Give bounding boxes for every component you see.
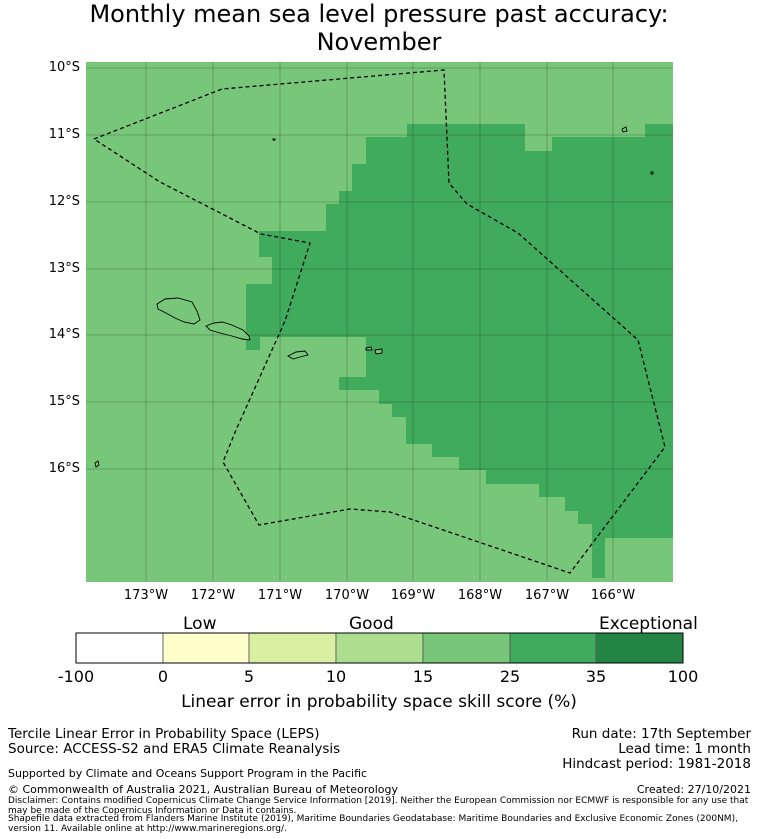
- lat-label-10s: 10°S: [48, 60, 80, 75]
- island-small-3: [94, 460, 100, 468]
- lon-label-171w: 171°W: [257, 588, 303, 603]
- hindcast-text: Hindcast period: 1981-2018: [562, 756, 751, 772]
- colorbar-tick: 15: [412, 667, 434, 686]
- lat-label-14s: 14°S: [48, 327, 80, 342]
- skill-region-25-35: [246, 124, 673, 578]
- colorbar-swatch-5: [422, 632, 511, 664]
- colorbar-swatch-3: [248, 632, 337, 664]
- colorbar-swatch-2: [162, 632, 250, 664]
- colorbar-swatch-6: [509, 632, 597, 664]
- lon-label-167w: 167°W: [524, 588, 570, 603]
- colorbar-swatch-7: [595, 632, 684, 664]
- colorbar-category-good: Good: [349, 614, 394, 634]
- colorbar: [75, 632, 684, 664]
- colorbar-tick: -100: [57, 667, 95, 686]
- colorbar-tick: 35: [585, 667, 607, 686]
- lat-label-13s: 13°S: [48, 261, 80, 276]
- lon-label-173w: 173°W: [123, 588, 169, 603]
- colorbar-tick: 25: [499, 667, 521, 686]
- lon-label-168w: 168°W: [457, 588, 503, 603]
- copyright-text: © Commonwealth of Australia 2021, Austra…: [8, 783, 398, 796]
- colorbar-category-exceptional: Exceptional: [599, 614, 698, 634]
- lat-label-11s: 11°S: [48, 127, 80, 142]
- lon-label-166w: 166°W: [590, 588, 636, 603]
- lon-label-169w: 169°W: [390, 588, 436, 603]
- colorbar-swatch-1: [75, 632, 164, 664]
- eez-boundary: [92, 69, 666, 574]
- run-date-text: Run date: 17th September: [571, 726, 751, 742]
- island-upolu: [205, 321, 251, 341]
- lat-label-15s: 15°S: [48, 394, 80, 409]
- lon-label-170w: 170°W: [324, 588, 370, 603]
- created-text: Created: 27/10/2021: [636, 783, 751, 796]
- chart-title: Monthly mean sea level pressure past acc…: [0, 0, 758, 56]
- gridlines: [86, 62, 673, 582]
- colorbar-tick: 0: [157, 667, 169, 686]
- lon-label-172w: 172°W: [190, 588, 236, 603]
- lat-label-12s: 12°S: [48, 194, 80, 209]
- island-small-2: [650, 171, 654, 175]
- colorbar-swatch-4: [335, 632, 424, 664]
- colorbar-tick: 10: [325, 667, 347, 686]
- island-swains: [621, 126, 628, 133]
- shapefile-credit-text: Shapefile data extracted from Flanders M…: [8, 814, 738, 834]
- colorbar-tick: 5: [243, 667, 255, 686]
- island-small-1: [272, 138, 276, 141]
- island-savaii: [156, 297, 201, 325]
- coastlines: [94, 126, 654, 468]
- method-text: Tercile Linear Error in Probability Spac…: [8, 726, 320, 742]
- colorbar-label: Linear error in probability space skill …: [181, 692, 577, 712]
- colorbar-tick: 100: [667, 667, 699, 686]
- lat-label-16s: 16°S: [48, 461, 80, 476]
- disclaimer-text: Disclaimer: Contains modified Copernicus…: [8, 796, 749, 816]
- island-manua: [365, 346, 383, 355]
- title-line-2: November: [316, 28, 442, 56]
- support-text: Supported by Climate and Oceans Support …: [8, 767, 368, 780]
- source-text: Source: ACCESS-S2 and ERA5 Climate Reana…: [8, 741, 341, 757]
- skill-field: [86, 62, 673, 582]
- island-tutuila: [287, 350, 309, 360]
- colorbar-category-low: Low: [183, 614, 217, 634]
- title-line-1: Monthly mean sea level pressure past acc…: [89, 0, 669, 28]
- colorbar-frame: [75, 632, 684, 664]
- lead-time-text: Lead time: 1 month: [618, 741, 751, 757]
